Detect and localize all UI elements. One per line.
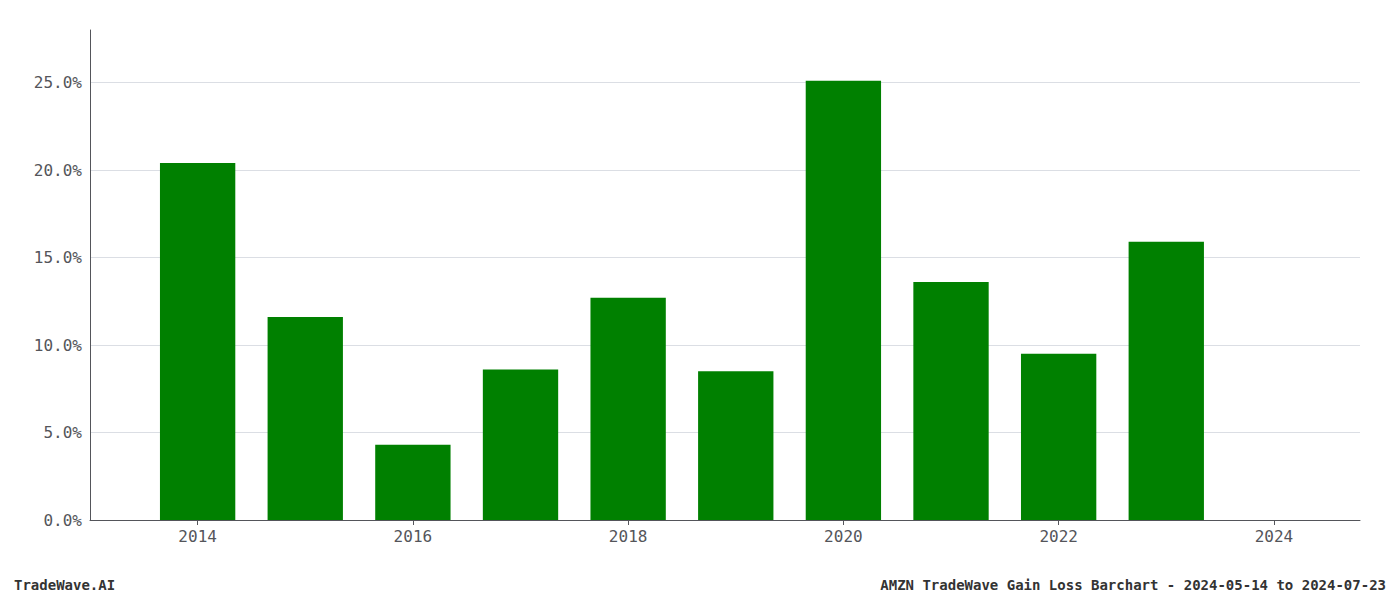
svg-text:2014: 2014	[178, 527, 217, 546]
svg-text:5.0%: 5.0%	[43, 423, 82, 442]
svg-text:2022: 2022	[1039, 527, 1078, 546]
svg-text:2018: 2018	[609, 527, 648, 546]
svg-text:15.0%: 15.0%	[34, 248, 83, 267]
svg-text:TradeWave.AI: TradeWave.AI	[14, 577, 115, 593]
svg-text:20.0%: 20.0%	[34, 161, 83, 180]
svg-text:10.0%: 10.0%	[34, 336, 83, 355]
svg-text:2024: 2024	[1255, 527, 1294, 546]
svg-text:2016: 2016	[394, 527, 433, 546]
svg-text:0.0%: 0.0%	[43, 511, 82, 530]
svg-text:25.0%: 25.0%	[34, 73, 83, 92]
svg-text:2020: 2020	[824, 527, 863, 546]
svg-text:AMZN TradeWave Gain Loss Barch: AMZN TradeWave Gain Loss Barchart - 2024…	[880, 577, 1386, 593]
